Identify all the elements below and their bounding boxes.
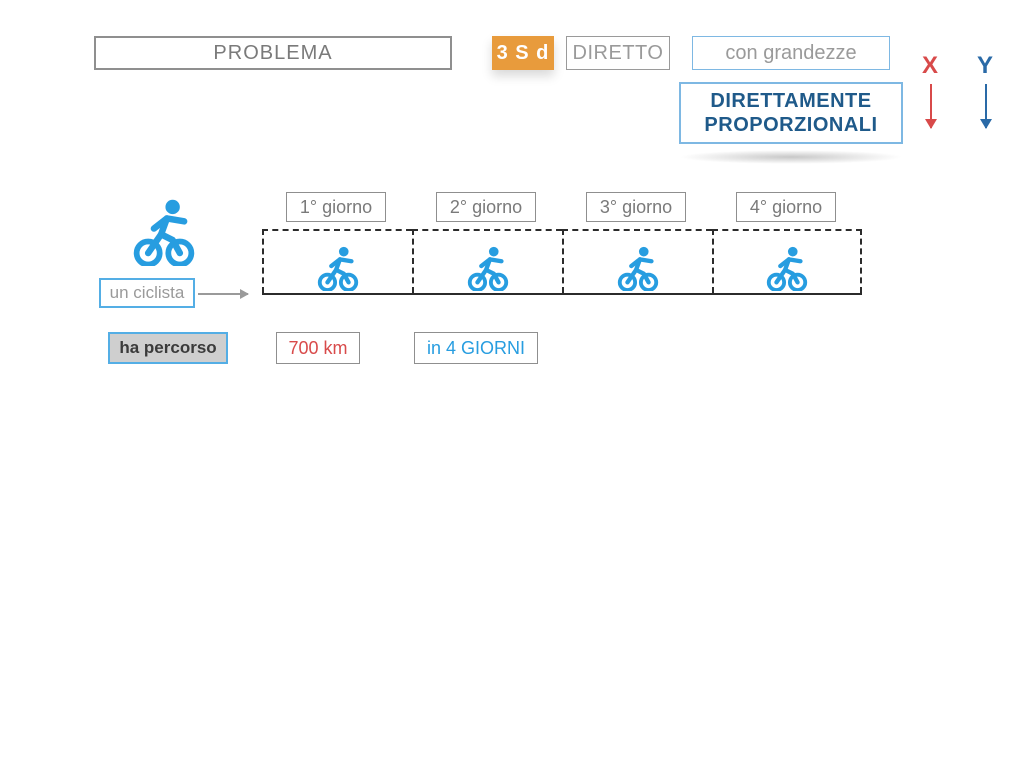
distance-box: 700 km (276, 332, 360, 364)
cyclist-icon (464, 243, 512, 296)
day-label: 1° giorno (286, 192, 386, 222)
day-label: 4° giorno (736, 192, 836, 222)
y-down-arrow-icon (985, 84, 987, 128)
right-arrow-icon (198, 293, 248, 295)
three-s-d-badge: 3 S d (492, 36, 554, 70)
cyclist-icon (614, 243, 662, 296)
un-ciclista-box: un ciclista (99, 278, 195, 308)
cyclist-icon (763, 243, 811, 296)
dir-prop-line2: PROPORZIONALI (681, 113, 901, 137)
day-segment (412, 229, 562, 293)
diretto-box: DIRETTO (566, 36, 670, 70)
day-label: 2° giorno (436, 192, 536, 222)
x-down-arrow-icon (930, 84, 932, 128)
day-segment (562, 229, 712, 293)
shadow (679, 150, 903, 164)
cyclist-icon (314, 243, 362, 296)
problema-box: PROBLEMA (94, 36, 452, 70)
day-segment (262, 229, 412, 293)
days-track (262, 229, 862, 295)
con-grandezze-box: con grandezze (692, 36, 890, 70)
days-box: in 4 GIORNI (414, 332, 538, 364)
day-label: 3° giorno (586, 192, 686, 222)
day-segment (712, 229, 862, 293)
x-label: X (922, 52, 938, 80)
cyclist-icon (128, 194, 200, 271)
direttamente-proporzionali-box: DIRETTAMENTE PROPORZIONALI (679, 82, 903, 144)
y-label: Y (977, 52, 993, 80)
ha-percorso-box: ha percorso (108, 332, 228, 364)
dir-prop-line1: DIRETTAMENTE (681, 89, 901, 113)
